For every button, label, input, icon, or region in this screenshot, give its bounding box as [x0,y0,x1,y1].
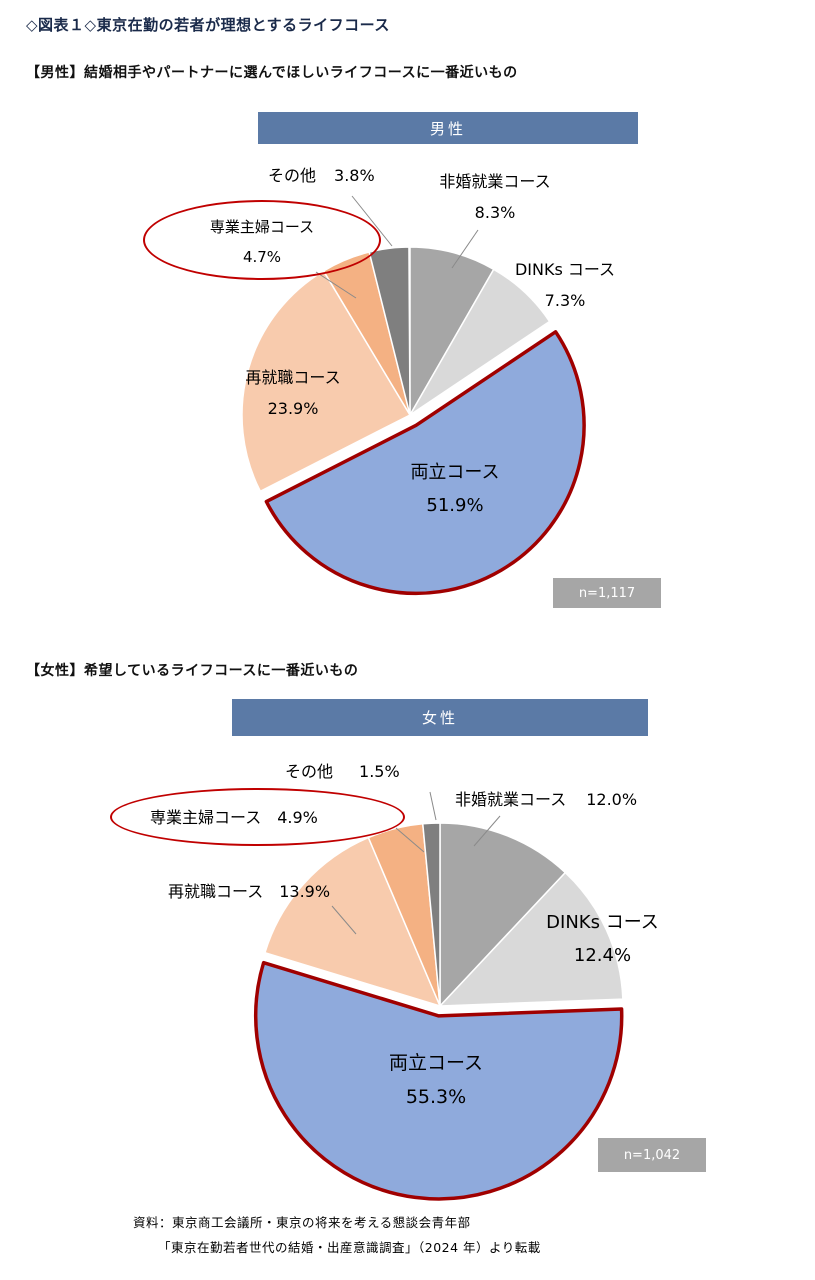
male-chart-header: 男性 [258,112,638,144]
female-section-label: 【女性】希望しているライフコースに一番近いもの [26,663,359,679]
slice-pct: 7.3% [544,291,586,310]
slice-pct: 4.9% [277,808,318,827]
slice-pct: 12.0% [586,790,638,809]
page-title: ◇図表１◇東京在勤の若者が理想とするライフコース [26,16,390,34]
slice-name: 非婚就業コース [455,790,567,809]
female-pie-chart [253,822,624,1201]
slice-name: 再就職コース [168,882,264,901]
male-label-sengyoshufu: 専業主婦コース 4.7% [178,216,346,266]
slice-name: 両立コース [410,462,500,483]
male-label-dinks: DINKs コース 7.3% [495,256,635,310]
source-line-1: 資料：東京商工会議所・東京の将来を考える懇談会青年部 [133,1215,471,1230]
male-label-hikon: 非婚就業コース 8.3% [420,168,570,222]
slice-name: DINKs コース [514,260,616,279]
pie-slice-dinks [439,871,624,1007]
male-chart-title: 男性 [429,119,466,138]
pie-slice-ryoritsu [264,330,586,596]
slice-name: DINKs コース [546,912,659,933]
slice-pct: 12.4% [573,945,632,966]
slice-pct: 1.5% [359,762,400,781]
pie-slice-dinks [409,268,551,416]
pie-slice-hikon [439,822,567,1007]
slice-pct: 55.3% [405,1086,467,1108]
male-label-saishushoku: 再就職コース 23.9% [218,364,368,418]
slice-pct: 13.9% [279,882,331,901]
female-label-sonota: その他 1.5% [285,758,400,782]
slice-name: 非婚就業コース [439,172,551,191]
source-line-2: 「東京在勤若者世代の結婚・出産意識調査」（2024 年）より転載 [158,1240,541,1255]
slice-pct: 51.9% [426,495,484,516]
slice-name: その他 [285,762,334,781]
male-section-label: 【男性】結婚相手やパートナーに選んでほしいライフコースに一番近いもの [26,65,518,81]
slice-pct: 4.7% [242,248,282,266]
female-chart-title: 女性 [421,709,458,727]
female-label-hikon: 非婚就業コース 12.0% [455,786,637,810]
male-label-sonota: その他 3.8% [268,162,375,186]
slice-name: その他 [268,166,317,185]
female-label-sengyoshufu: 専業主婦コース 4.9% [150,804,318,828]
slice-name: 再就職コース [245,368,341,387]
slice-pct: 23.9% [267,399,319,418]
female-chart-header: 女性 [232,699,648,736]
slice-pct: 8.3% [474,203,516,222]
pie-slice-saishushoku [241,270,411,493]
slice-name: 専業主婦コース [209,218,315,236]
slice-name: 専業主婦コース [150,808,262,827]
female-highlight-ellipse [110,788,405,846]
male-n-badge: n=1,117 [553,578,661,608]
pie-slice-ryoritsu [253,960,624,1201]
slice-name: 両立コース [388,1052,484,1074]
female-label-dinks: DINKs コース 12.4% [520,908,685,966]
female-label-saishushoku: 再就職コース 13.9% [168,878,330,902]
slice-pct: 3.8% [334,166,375,185]
pie-slice-sonota [422,822,441,1007]
female-n-badge: n=1,042 [598,1138,706,1172]
male-label-ryoritsu: 両立コース 51.9% [380,458,530,516]
female-label-ryoritsu: 両立コース 55.3% [356,1048,516,1108]
